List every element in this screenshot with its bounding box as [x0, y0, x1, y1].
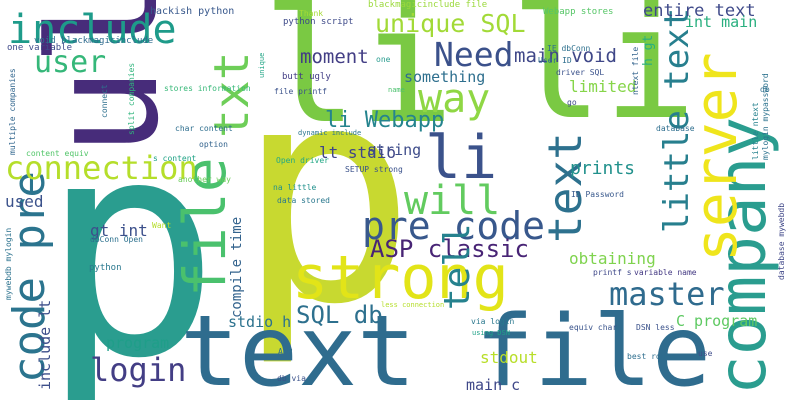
cloud-word: little ntext [751, 102, 760, 160]
cloud-word: ID Password [571, 190, 624, 199]
cloud-word: butt ugly [282, 72, 331, 82]
cloud-word: login [90, 351, 187, 389]
cloud-word: stdio h [228, 313, 292, 331]
cloud-word: entire text [643, 1, 756, 21]
cloud-word: li [510, 0, 697, 154]
cloud-word: char content [175, 124, 233, 133]
cloud-word: go [567, 98, 577, 107]
cloud-word: connect [100, 84, 109, 118]
cloud-word: text [538, 132, 592, 243]
cloud-word: another way [178, 175, 231, 184]
cloud-word: driver SQL [556, 68, 605, 77]
cloud-word: one [376, 55, 391, 64]
cloud-word: gt int [90, 221, 148, 240]
cloud-word: less connection [381, 301, 445, 309]
cloud-word: h gt [641, 34, 656, 66]
cloud-word: IE dbConn [547, 44, 591, 53]
cloud-word: will [404, 178, 501, 224]
cloud-word: C program [676, 312, 758, 330]
cloud-word: hackish python [150, 6, 235, 17]
cloud-word: stdout [480, 348, 538, 367]
cloud-word: program [106, 334, 170, 352]
cloud-word: ntext file [631, 46, 640, 95]
cloud-word: mywebdb mylogin [4, 227, 13, 300]
cloud-word: python [89, 263, 122, 273]
cloud-word: SETUP strong [345, 165, 403, 174]
cloud-word: void blackmagicinclude [34, 36, 154, 46]
cloud-word: unique SQL [375, 9, 526, 38]
cloud-word: user [34, 45, 107, 80]
cloud-word: variable name [634, 268, 697, 277]
cloud-word: option [199, 140, 228, 149]
cloud-word: Thank [299, 9, 324, 18]
cloud-word: li Webapp [325, 108, 445, 133]
cloud-word: User ID [538, 56, 572, 65]
cloud-word: prints [570, 158, 636, 179]
cloud-word: split companies [127, 62, 136, 135]
cloud-word: using DSN [472, 329, 510, 337]
cloud-word: strong [292, 243, 509, 313]
cloud-word: compile time [229, 216, 245, 318]
cloud-word: blackmagicinclude file [368, 0, 488, 10]
cloud-word: db [760, 85, 770, 94]
cloud-word: pre code [362, 204, 546, 248]
cloud-word: best route [627, 352, 676, 361]
cloud-word: s content [153, 154, 197, 163]
cloud-word: database mywebdb [777, 202, 786, 280]
cloud-word: name [388, 86, 405, 94]
cloud-word: Need [434, 35, 514, 74]
cloud-word: used [5, 192, 44, 211]
cloud-word: data stored [277, 196, 330, 205]
cloud-word: way [418, 76, 491, 122]
cloud-word: one variable [7, 43, 73, 53]
cloud-word: via login [471, 317, 515, 326]
cloud-word: main void [514, 45, 617, 67]
cloud-word: unique [258, 52, 266, 78]
cloud-word: dynamic include [298, 129, 362, 137]
cloud-word: multiple companies [8, 68, 17, 155]
cloud-word: Want [152, 221, 172, 230]
cloud-word: stores information [164, 84, 251, 93]
cloud-word: moment [300, 46, 369, 68]
cloud-word: p [40, 75, 221, 400]
cloud-word: little text [657, 7, 697, 233]
cloud-word: DSN less [636, 323, 675, 332]
cloud-word: lt stdio [319, 143, 397, 162]
cloud-word: p [236, 21, 417, 370]
cloud-word: connection [5, 149, 198, 187]
cloud-word: something [404, 68, 486, 86]
cloud-word: Webapp stores [543, 7, 614, 17]
cloud-word: dbConn Open [90, 235, 143, 244]
cloud-word: APP [278, 347, 293, 356]
cloud-word: use [698, 349, 713, 358]
cloud-word: Open driver [276, 156, 329, 165]
cloud-word: li [262, 0, 455, 159]
cloud-word: na little [273, 183, 317, 192]
cloud-word: content equiv [26, 149, 89, 158]
cloud-word: equiv char [569, 323, 618, 332]
cloud-word: printf s [593, 268, 632, 277]
cloud-word: text file [180, 295, 712, 400]
cloud-word: db via [277, 374, 306, 383]
cloud-word: int main [685, 13, 758, 31]
cloud-word: limited [569, 77, 637, 96]
cloud-word: include lt [36, 299, 54, 390]
cloud-word: string [367, 141, 422, 159]
cloud-word: master [609, 275, 725, 313]
cloud-word: SQL db [296, 301, 383, 329]
cloud-word: file printf [274, 87, 327, 96]
cloud-word: li [425, 123, 498, 193]
cloud-word: obtaining [569, 249, 656, 268]
cloud-word: ASP classic [370, 235, 529, 263]
cloud-word: include [8, 7, 177, 53]
cloud-word: database [656, 124, 695, 133]
cloud-word: mylogin mypassword [761, 73, 770, 160]
cloud-word: tell [437, 223, 478, 310]
cloud-word: python script [283, 17, 354, 27]
cloud-word: main c [466, 376, 521, 394]
